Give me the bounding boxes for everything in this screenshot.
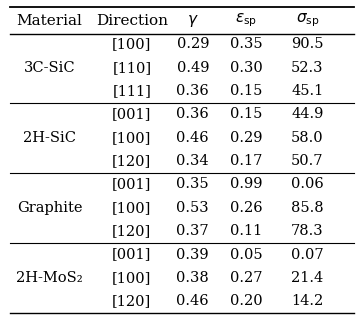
Text: 0.49: 0.49	[177, 61, 209, 75]
Text: 0.05: 0.05	[230, 248, 263, 262]
Text: 0.35: 0.35	[177, 178, 209, 191]
Text: 0.11: 0.11	[230, 224, 263, 238]
Text: 58.0: 58.0	[291, 131, 324, 145]
Text: 90.5: 90.5	[291, 37, 324, 51]
Text: 0.17: 0.17	[230, 154, 263, 168]
Text: 14.2: 14.2	[291, 294, 324, 308]
Text: [100]: [100]	[112, 201, 151, 215]
Text: 2H-MoS₂: 2H-MoS₂	[16, 271, 83, 285]
Text: 0.15: 0.15	[230, 107, 263, 121]
Text: 0.99: 0.99	[230, 178, 263, 191]
Text: 21.4: 21.4	[291, 271, 324, 285]
Text: Material: Material	[16, 14, 82, 28]
Text: [110]: [110]	[112, 61, 151, 75]
Text: Graphite: Graphite	[17, 201, 82, 215]
Text: 0.53: 0.53	[177, 201, 209, 215]
Text: $\gamma$: $\gamma$	[187, 13, 199, 29]
Text: 0.46: 0.46	[177, 294, 209, 308]
Text: 50.7: 50.7	[291, 154, 324, 168]
Text: 44.9: 44.9	[291, 107, 324, 121]
Text: 0.36: 0.36	[177, 84, 209, 98]
Text: 2H-SiC: 2H-SiC	[23, 131, 76, 145]
Text: $\epsilon_{\rm sp}$: $\epsilon_{\rm sp}$	[236, 12, 258, 29]
Text: Direction: Direction	[96, 14, 168, 28]
Text: [100]: [100]	[112, 271, 151, 285]
Text: [120]: [120]	[112, 154, 151, 168]
Text: [001]: [001]	[112, 178, 151, 191]
Text: 78.3: 78.3	[291, 224, 324, 238]
Text: [001]: [001]	[112, 107, 151, 121]
Text: 0.29: 0.29	[177, 37, 209, 51]
Text: [001]: [001]	[112, 248, 151, 262]
Text: 0.27: 0.27	[230, 271, 263, 285]
Text: 0.15: 0.15	[230, 84, 263, 98]
Text: 85.8: 85.8	[291, 201, 324, 215]
Text: 0.29: 0.29	[230, 131, 263, 145]
Text: [100]: [100]	[112, 37, 151, 51]
Text: 0.26: 0.26	[230, 201, 263, 215]
Text: 0.20: 0.20	[230, 294, 263, 308]
Text: [120]: [120]	[112, 224, 151, 238]
Text: 0.34: 0.34	[177, 154, 209, 168]
Text: 52.3: 52.3	[291, 61, 324, 75]
Text: [111]: [111]	[112, 84, 151, 98]
Text: 0.35: 0.35	[230, 37, 263, 51]
Text: 3C-SiC: 3C-SiC	[24, 61, 75, 75]
Text: 0.37: 0.37	[177, 224, 209, 238]
Text: 0.38: 0.38	[177, 271, 209, 285]
Text: [100]: [100]	[112, 131, 151, 145]
Text: $\sigma_{\rm sp}$: $\sigma_{\rm sp}$	[296, 12, 319, 29]
Text: 0.39: 0.39	[177, 248, 209, 262]
Text: 0.36: 0.36	[177, 107, 209, 121]
Text: 0.06: 0.06	[291, 178, 324, 191]
Text: 0.07: 0.07	[291, 248, 324, 262]
Text: 45.1: 45.1	[291, 84, 324, 98]
Text: 0.30: 0.30	[230, 61, 263, 75]
Text: 0.46: 0.46	[177, 131, 209, 145]
Text: [120]: [120]	[112, 294, 151, 308]
